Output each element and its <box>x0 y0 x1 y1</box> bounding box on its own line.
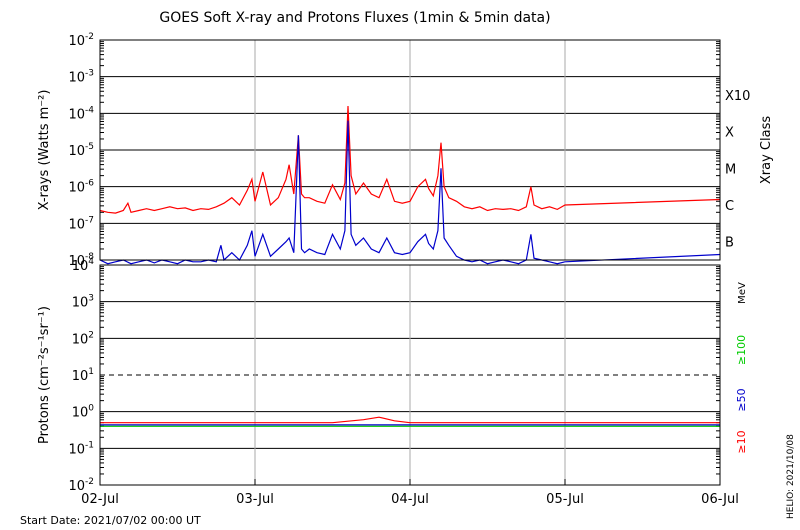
proton-y-tick-label: 101 <box>72 367 94 384</box>
x-tick-label: 02-Jul <box>81 492 119 507</box>
xray-class-label: X10 <box>725 89 750 104</box>
proton-legend-label: ≥50 <box>735 388 748 411</box>
proton-legend-label: ≥100 <box>735 335 748 365</box>
proton-legend-label: ≥10 <box>735 430 748 453</box>
xray-class-label: X <box>725 126 734 141</box>
xray-y-tick-label: 10-5 <box>68 142 94 159</box>
chart-title: GOES Soft X-ray and Protons Fluxes (1min… <box>159 10 550 26</box>
xray-class-label: B <box>725 236 734 251</box>
xray-panel: 10-810-710-610-510-410-310-2X-rays (Watt… <box>37 32 774 269</box>
xray-y-tick-label: 10-6 <box>68 179 94 196</box>
xray-class-label: C <box>725 199 734 214</box>
xray-class-label: M <box>725 162 736 177</box>
credit-label: HELIO: 2021/10/08 <box>786 434 796 519</box>
xray-frame <box>99 39 721 261</box>
x-tick-label: 06-Jul <box>701 492 739 507</box>
proton-y-tick-label: 10-1 <box>68 440 94 457</box>
x-tick-label: 04-Jul <box>391 492 429 507</box>
xray-class-axis-label: Xray Class <box>759 116 774 184</box>
xray-series-line <box>99 105 721 214</box>
xray-series-line <box>99 120 721 265</box>
x-axis: 02-Jul 03-Jul 04-Jul 05-Jul 06-Jul <box>81 479 739 507</box>
xray-y-tick-label: 10-4 <box>68 105 94 122</box>
proton-y-tick-label: 104 <box>72 257 95 274</box>
x-tick-label: 03-Jul <box>236 492 274 507</box>
proton-series-line <box>100 416 720 424</box>
proton-y-axis-label: Protons (cm⁻²s⁻¹sr⁻¹) <box>37 306 52 444</box>
xray-y-tick-label: 10-7 <box>68 215 94 232</box>
start-date-label: Start Date: 2021/07/02 00:00 UT <box>20 514 201 527</box>
xray-y-tick-label: 10-3 <box>68 69 94 86</box>
proton-y-tick-label: 100 <box>72 404 95 421</box>
proton-y-tick-label: 102 <box>72 330 94 347</box>
proton-unit-label: MeV <box>737 282 748 304</box>
proton-y-tick-label: 103 <box>72 294 94 311</box>
xray-y-axis-label: X-rays (Watts m⁻²) <box>37 90 52 211</box>
xray-y-tick-label: 10-2 <box>68 32 94 49</box>
x-tick-label: 05-Jul <box>546 492 584 507</box>
